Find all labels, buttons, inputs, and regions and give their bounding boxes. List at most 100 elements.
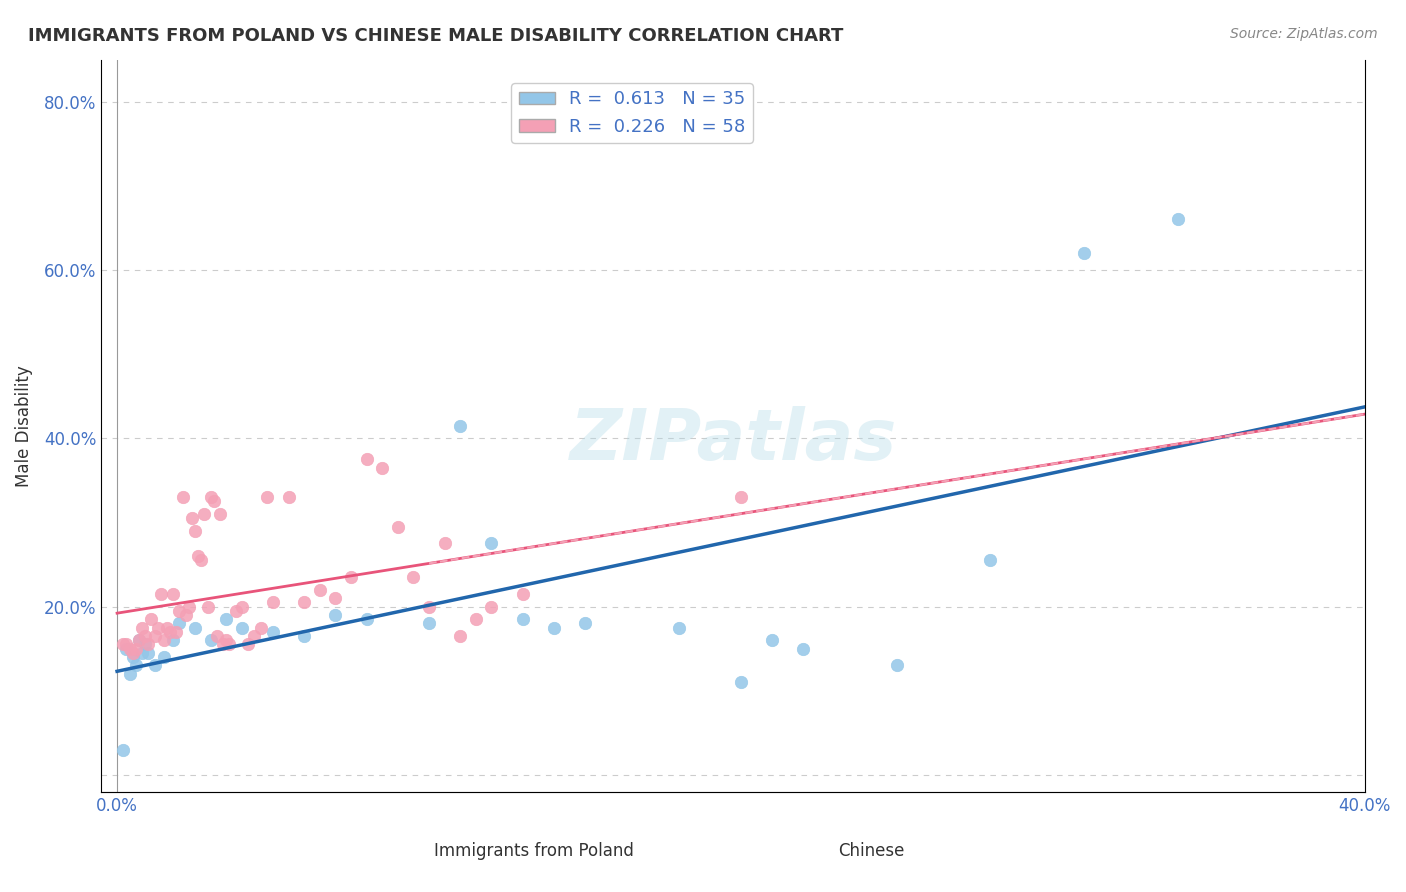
Point	[174, 607, 197, 622]
Point	[262, 624, 284, 639]
Point	[115, 637, 138, 651]
Point	[208, 507, 231, 521]
Point	[371, 460, 394, 475]
Point	[143, 629, 166, 643]
Point	[356, 452, 378, 467]
Point	[205, 629, 228, 643]
Text: Source: ZipAtlas.com: Source: ZipAtlas.com	[1230, 27, 1378, 41]
Point	[212, 637, 235, 651]
Point	[479, 536, 502, 550]
Point	[128, 633, 150, 648]
Point	[243, 629, 266, 643]
Point	[402, 570, 425, 584]
Point	[231, 621, 253, 635]
Point	[125, 641, 148, 656]
Point	[668, 621, 690, 635]
Point	[184, 524, 207, 538]
Text: ZIPatlas: ZIPatlas	[569, 406, 897, 475]
Point	[136, 646, 159, 660]
Point	[159, 624, 181, 639]
Point	[464, 612, 486, 626]
Point	[449, 418, 471, 433]
Point	[418, 616, 440, 631]
Point	[325, 607, 347, 622]
Point	[193, 507, 215, 521]
Point	[249, 621, 271, 635]
Point	[512, 612, 534, 626]
Point	[1073, 246, 1095, 260]
Point	[256, 490, 278, 504]
Point	[187, 549, 209, 563]
Point	[131, 646, 153, 660]
Point	[730, 675, 752, 690]
Point	[169, 616, 191, 631]
Y-axis label: Male Disability: Male Disability	[15, 365, 32, 486]
Point	[418, 599, 440, 614]
Point	[149, 587, 172, 601]
Point	[292, 629, 315, 643]
Point	[340, 570, 363, 584]
Point	[200, 633, 222, 648]
Point	[143, 658, 166, 673]
Point	[128, 633, 150, 648]
Point	[112, 637, 135, 651]
Point	[177, 599, 200, 614]
Point	[730, 490, 752, 504]
Point	[141, 612, 163, 626]
Text: IMMIGRANTS FROM POLAND VS CHINESE MALE DISABILITY CORRELATION CHART: IMMIGRANTS FROM POLAND VS CHINESE MALE D…	[28, 27, 844, 45]
Point	[479, 599, 502, 614]
Point	[215, 633, 238, 648]
Point	[184, 621, 207, 635]
Point	[886, 658, 908, 673]
Point	[118, 666, 141, 681]
Point	[190, 553, 212, 567]
Point	[277, 490, 299, 504]
Point	[156, 621, 179, 635]
Point	[200, 490, 222, 504]
Point	[134, 637, 156, 651]
Point	[115, 641, 138, 656]
Point	[236, 637, 259, 651]
Point	[172, 490, 194, 504]
Point	[433, 536, 456, 550]
Text: Chinese: Chinese	[838, 842, 905, 860]
Point	[979, 553, 1001, 567]
Point	[792, 641, 814, 656]
Point	[121, 650, 143, 665]
Point	[218, 637, 240, 651]
Point	[146, 621, 169, 635]
Point	[202, 494, 225, 508]
Point	[292, 595, 315, 609]
Point	[162, 587, 184, 601]
Point	[153, 650, 176, 665]
Point	[574, 616, 596, 631]
Point	[308, 582, 330, 597]
Point	[512, 587, 534, 601]
Point	[356, 612, 378, 626]
Point	[543, 621, 565, 635]
Point	[231, 599, 253, 614]
Point	[225, 604, 247, 618]
Point	[325, 591, 347, 606]
Point	[197, 599, 219, 614]
Point	[1167, 212, 1189, 227]
Point	[134, 629, 156, 643]
Point	[262, 595, 284, 609]
Point	[387, 519, 409, 533]
Point	[215, 612, 238, 626]
Point	[169, 604, 191, 618]
Point	[449, 629, 471, 643]
Point	[162, 633, 184, 648]
Point	[136, 637, 159, 651]
Point	[761, 633, 783, 648]
Legend: R =  0.613   N = 35, R =  0.226   N = 58: R = 0.613 N = 35, R = 0.226 N = 58	[512, 83, 752, 143]
Point	[165, 624, 187, 639]
Point	[153, 633, 176, 648]
Point	[118, 641, 141, 656]
Text: Immigrants from Poland: Immigrants from Poland	[434, 842, 634, 860]
Point	[121, 646, 143, 660]
Point	[181, 511, 204, 525]
Point	[125, 658, 148, 673]
Point	[112, 742, 135, 756]
Point	[131, 621, 153, 635]
